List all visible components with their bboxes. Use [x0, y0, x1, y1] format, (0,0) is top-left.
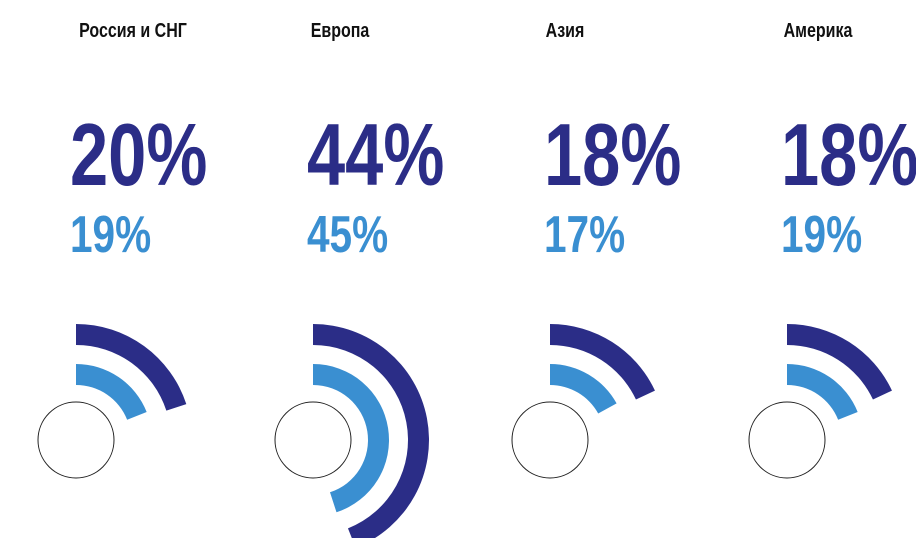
region-title: Европа: [311, 19, 370, 41]
value-prev: 45%: [307, 205, 388, 263]
arc: [76, 364, 147, 420]
arc: [76, 324, 187, 411]
value-prev: 17%: [544, 205, 625, 263]
value-main: 18%: [781, 106, 916, 204]
region-title: Россия и СНГ: [79, 19, 187, 41]
legend-label: 2016: [0, 0, 49, 5]
region-title: Азия: [546, 19, 585, 41]
arc: [313, 324, 429, 538]
value-main: 44%: [307, 106, 444, 204]
region-circle: [748, 401, 826, 479]
arc: [313, 364, 389, 513]
arc: [550, 364, 617, 414]
arc: [550, 324, 655, 400]
arc: [787, 324, 892, 400]
arc: [787, 364, 858, 420]
region-circle: [274, 401, 352, 479]
value-main: 18%: [544, 106, 681, 204]
value-prev: 19%: [70, 205, 151, 263]
region-circle: [37, 401, 115, 479]
value-main: 20%: [70, 106, 207, 204]
region-title: Америка: [784, 19, 854, 41]
region-circle: [511, 401, 589, 479]
value-prev: 19%: [781, 205, 862, 263]
legend-label: 2017: [0, 0, 49, 5]
